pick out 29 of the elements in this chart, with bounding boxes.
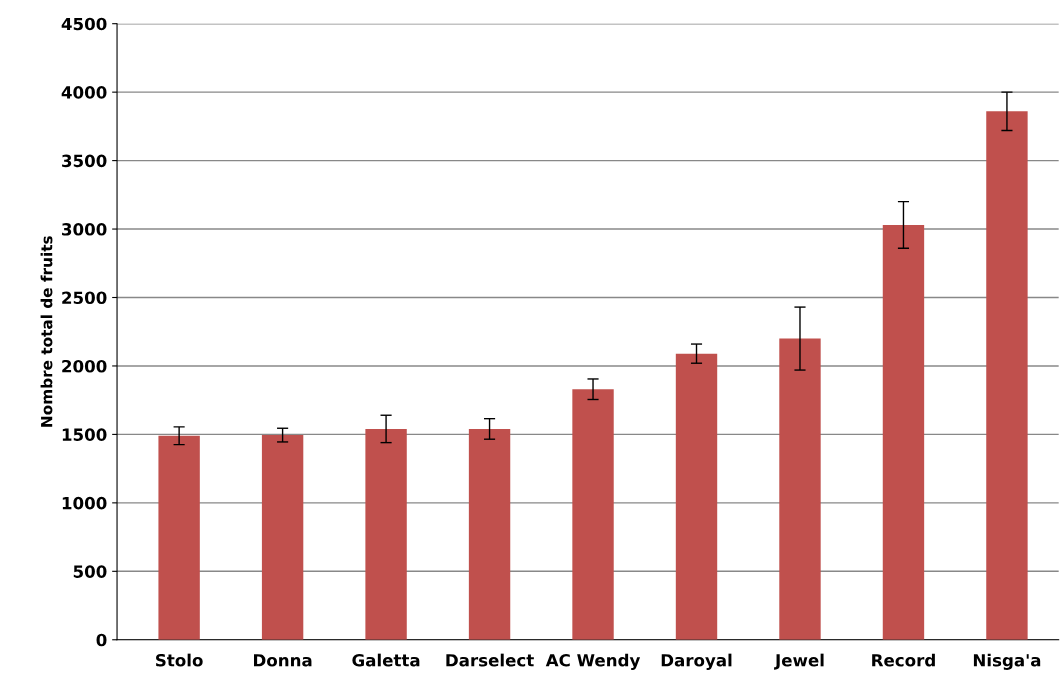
x-tick-label: Darselect bbox=[446, 653, 534, 667]
y-axis-title: Nombre total de fruits bbox=[40, 236, 53, 427]
y-tick-label: 3500 bbox=[62, 154, 107, 168]
bar bbox=[158, 435, 200, 640]
y-tick-label: 4500 bbox=[61, 17, 107, 31]
y-tick-label: 2000 bbox=[62, 359, 107, 373]
y-tick-label: 3000 bbox=[62, 223, 107, 236]
x-tick-label: Record bbox=[872, 653, 935, 667]
bar bbox=[882, 224, 925, 640]
y-tick-label: 1500 bbox=[62, 428, 107, 441]
x-tick-label: Nisga'a bbox=[973, 653, 1041, 670]
y-tick-label: 0 bbox=[96, 633, 107, 647]
x-tick-label: Daroyal bbox=[661, 653, 732, 670]
y-tick-label: 4000 bbox=[61, 86, 107, 99]
bar bbox=[675, 353, 718, 640]
bar bbox=[572, 389, 614, 640]
y-tick-label: 500 bbox=[73, 565, 107, 578]
bar bbox=[986, 111, 1028, 640]
y-tick-label: 2500 bbox=[62, 291, 107, 305]
bar bbox=[365, 428, 407, 640]
x-tick-label: Donna bbox=[254, 654, 312, 667]
bar bbox=[261, 435, 304, 640]
x-tick-label: Jewel bbox=[774, 653, 824, 670]
x-tick-label: AC Wendy bbox=[545, 653, 641, 670]
x-tick-label: Stolo bbox=[156, 653, 203, 667]
y-tick-label: 1000 bbox=[62, 496, 107, 510]
x-tick-label: Galetta bbox=[352, 653, 420, 667]
bar bbox=[779, 338, 821, 640]
bar bbox=[468, 428, 511, 640]
